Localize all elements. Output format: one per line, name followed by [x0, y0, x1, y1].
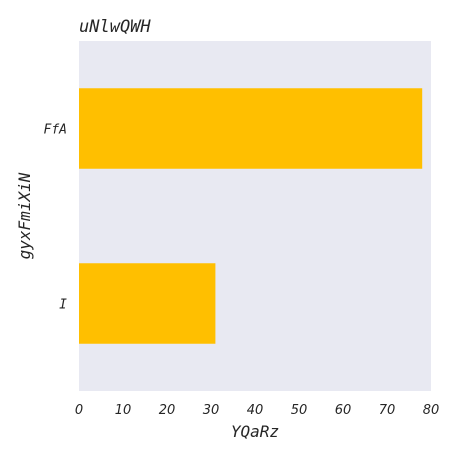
- x-axis-label: YQaRz: [231, 422, 279, 441]
- chart-title: uNlwQWH: [79, 17, 151, 37]
- bar-ffa: [79, 88, 423, 169]
- bar-i: [79, 263, 216, 344]
- x-tick-label: 0: [75, 403, 83, 418]
- x-tick-label: 30: [203, 403, 220, 418]
- x-tick-label: 70: [379, 403, 396, 418]
- x-tick-label: 60: [335, 403, 352, 418]
- x-tick-label: 80: [423, 403, 440, 418]
- x-tick-label: 20: [159, 403, 176, 418]
- y-axis-label: gyxFmiXiN: [15, 172, 34, 259]
- x-tick-label: 40: [247, 403, 264, 418]
- x-tick-label: 50: [291, 403, 308, 418]
- y-tick-label-ffa: FfA: [44, 123, 67, 138]
- x-tick-label: 10: [115, 403, 132, 418]
- y-tick-label-i: I: [59, 298, 67, 313]
